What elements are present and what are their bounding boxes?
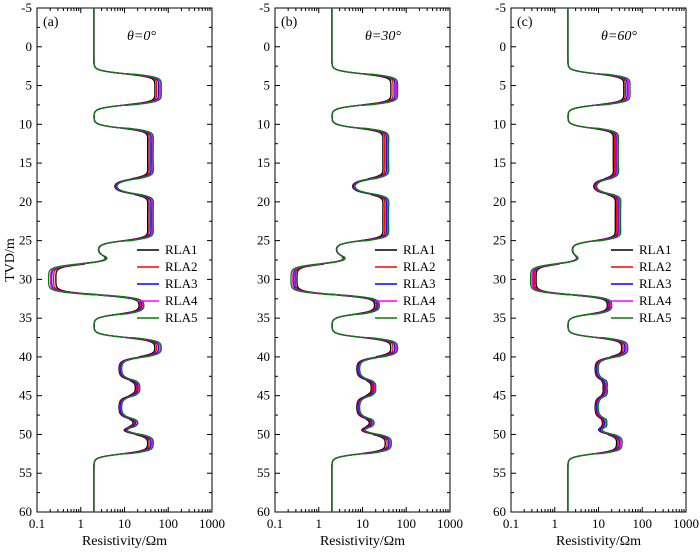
y-tick-label: 25 <box>19 233 32 248</box>
legend-label-rla3: RLA3 <box>165 276 198 291</box>
y-tick-label: 50 <box>257 426 270 441</box>
y-tick-label: 45 <box>257 388 270 403</box>
legend-label-rla4: RLA4 <box>639 293 672 308</box>
y-tick-label: 10 <box>493 116 506 131</box>
y-tick-label: 60 <box>19 504 32 519</box>
x-tick-label: 1 <box>78 516 85 531</box>
panel-b: -5 0 5 10 15 20 25 30 35 40 45 50 55 600.1 1 10 100 1000 R… <box>257 0 463 549</box>
legend-label-rla5: RLA5 <box>165 310 198 325</box>
y-tick-label: 25 <box>493 233 506 248</box>
y-tick-label: 5 <box>26 78 33 93</box>
x-tick-label: 100 <box>397 516 417 531</box>
y-tick-label: 40 <box>257 349 270 364</box>
x-tick-label: 100 <box>633 516 653 531</box>
x-axis-title: Resistivity/Ωm <box>556 534 641 549</box>
y-tick-label: 60 <box>257 504 270 519</box>
y-tick-label: 35 <box>257 310 270 325</box>
panel-label: (c) <box>517 15 533 30</box>
y-tick-label: 0 <box>500 39 507 54</box>
x-tick-label: 10 <box>592 516 605 531</box>
x-tick-label: 0.1 <box>503 516 519 531</box>
x-tick-label: 0.1 <box>267 516 283 531</box>
legend-label-rla1: RLA1 <box>639 242 672 257</box>
curve-rla2 <box>533 8 626 512</box>
y-tick-label: -5 <box>259 0 270 15</box>
y-tick-label: 15 <box>257 155 270 170</box>
x-tick-label: 10 <box>118 516 131 531</box>
y-tick-label: 5 <box>264 78 271 93</box>
y-tick-label: 40 <box>19 349 32 364</box>
curve-rla5 <box>47 8 162 512</box>
y-tick-label: 25 <box>257 233 270 248</box>
y-tick-label: 0 <box>26 39 33 54</box>
x-axis-title: Resistivity/Ωm <box>320 534 405 549</box>
x-tick-label: 1 <box>316 516 323 531</box>
y-tick-label: 0 <box>264 39 271 54</box>
y-tick-label: 15 <box>493 155 506 170</box>
x-tick-label: 0.1 <box>29 516 45 531</box>
x-axis-title: Resistivity/Ωm <box>82 534 167 549</box>
panel-c: -5 0 5 10 15 20 25 30 35 40 45 50 55 600.1 1 10 100 1000 R… <box>493 0 699 549</box>
theta-label: θ=0° <box>127 29 156 44</box>
y-tick-label: 40 <box>493 349 506 364</box>
legend-label-rla4: RLA4 <box>165 293 198 308</box>
x-tick-label: 100 <box>159 516 179 531</box>
curve-rla5 <box>290 8 399 512</box>
y-tick-label: 30 <box>493 271 506 286</box>
legend-label-rla1: RLA1 <box>403 242 436 257</box>
y-tick-label: -5 <box>21 0 32 15</box>
y-tick-label: 30 <box>257 271 270 286</box>
theta-label: θ=60° <box>601 29 637 44</box>
panel-label: (a) <box>43 15 59 30</box>
y-tick-label: 5 <box>500 78 507 93</box>
y-tick-label: 20 <box>493 194 506 209</box>
panel-a: -5 0 5 10 15 20 25 30 35 40 45 50 55 600.1 1 10 100 1000 R… <box>3 0 225 549</box>
legend-label-rla3: RLA3 <box>639 276 672 291</box>
y-tick-label: 30 <box>19 271 32 286</box>
legend-label-rla3: RLA3 <box>403 276 436 291</box>
panel-label: (b) <box>281 15 298 30</box>
y-tick-label: 50 <box>493 426 506 441</box>
y-tick-label: 60 <box>493 504 506 519</box>
y-tick-label: 55 <box>257 465 270 480</box>
x-tick-label: 1000 <box>199 516 225 531</box>
y-tick-label: 10 <box>19 116 32 131</box>
y-tick-label: 50 <box>19 426 32 441</box>
x-tick-label: 10 <box>356 516 369 531</box>
legend-label-rla2: RLA2 <box>165 259 198 274</box>
y-tick-label: 10 <box>257 116 270 131</box>
y-tick-label: 35 <box>19 310 32 325</box>
curve-rla1 <box>535 8 625 512</box>
x-tick-label: 1000 <box>437 516 463 531</box>
legend-label-rla2: RLA2 <box>639 259 672 274</box>
legend-label-rla5: RLA5 <box>639 310 672 325</box>
y-tick-label: 55 <box>19 465 32 480</box>
curve-rla5 <box>529 8 631 512</box>
legend-label-rla2: RLA2 <box>403 259 436 274</box>
y-tick-label: 35 <box>493 310 506 325</box>
y-tick-label: 20 <box>257 194 270 209</box>
y-tick-label: 45 <box>493 388 506 403</box>
y-tick-label: -5 <box>495 0 506 15</box>
y-tick-label: 55 <box>493 465 506 480</box>
y-axis-title: TVD/m <box>3 238 18 282</box>
y-tick-label: 45 <box>19 388 32 403</box>
y-tick-label: 20 <box>19 194 32 209</box>
legend-label-rla5: RLA5 <box>403 310 436 325</box>
x-tick-label: 1000 <box>673 516 699 531</box>
legend-label-rla4: RLA4 <box>403 293 436 308</box>
theta-label: θ=30° <box>365 29 401 44</box>
y-tick-label: 15 <box>19 155 32 170</box>
x-tick-label: 1 <box>552 516 559 531</box>
legend-label-rla1: RLA1 <box>165 242 198 257</box>
